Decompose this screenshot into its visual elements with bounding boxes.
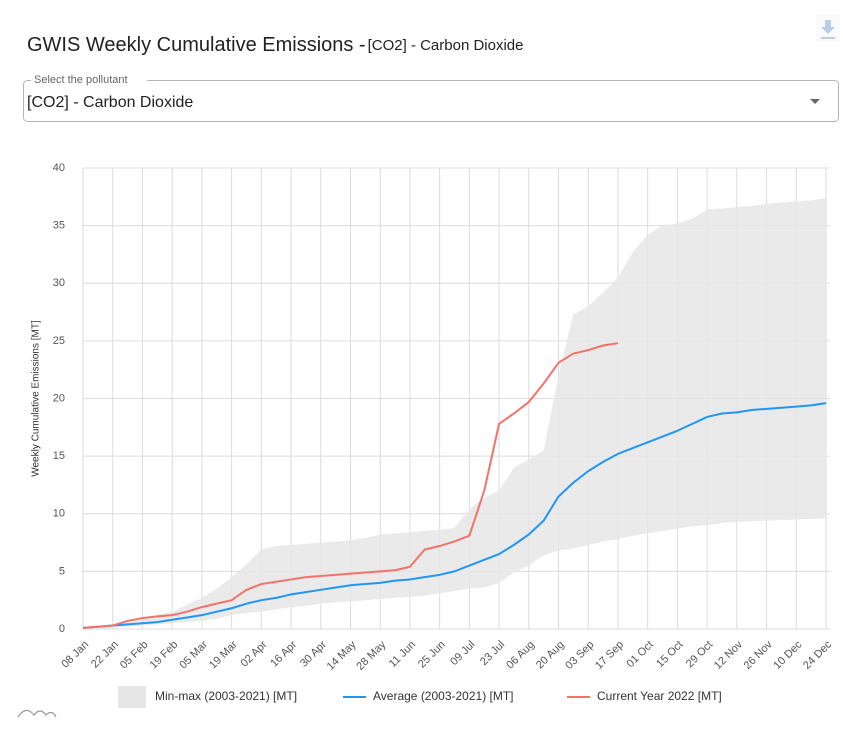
x-tick-label: 03 Sep	[563, 639, 596, 672]
select-label-bg	[31, 74, 147, 86]
y-tick-label: 5	[59, 565, 65, 577]
y-tick-label: 40	[53, 162, 65, 174]
y-tick-label: 15	[53, 450, 65, 462]
x-tick-label: 25 Jun	[416, 639, 448, 671]
x-tick-label: 08 Jan	[59, 639, 91, 671]
legend-swatch	[118, 686, 146, 708]
y-tick-label: 20	[53, 392, 65, 404]
logo	[17, 709, 57, 718]
y-tick-label: 0	[59, 623, 65, 635]
y-axis-label: Weekly Cumulative Emissions [MT]	[31, 320, 42, 477]
x-tick-label: 02 Apr	[239, 638, 270, 669]
download-button[interactable]	[816, 14, 840, 42]
x-tick-label: 14 May	[325, 638, 359, 672]
legend-label: Min-max (2003-2021) [MT]	[155, 689, 297, 703]
x-tick-label: 09 Jul	[448, 639, 477, 668]
select-label: Select the pollutant	[34, 74, 128, 86]
title-main: GWIS Weekly Cumulative Emissions -	[27, 34, 366, 56]
x-tick-label: 06 Aug	[504, 639, 537, 672]
select[interactable]: Select the pollutant [CO2] - Carbon Diox…	[23, 74, 839, 122]
y-tick-label: 25	[53, 335, 65, 347]
title: GWIS Weekly Cumulative Emissions - [CO2] …	[27, 34, 524, 56]
legend-label: Average (2003-2021) [MT]	[373, 689, 514, 703]
x-tick-label: 05 Feb	[118, 639, 151, 672]
y-tick-label: 10	[53, 508, 65, 520]
x-tick-label: 01 Oct	[624, 639, 655, 670]
legend-label: Current Year 2022 [MT]	[597, 689, 722, 703]
download-icon[interactable]	[821, 20, 835, 39]
x-tick-label: 22 Jan	[89, 639, 121, 671]
select-arrow[interactable]	[810, 99, 820, 104]
select-value[interactable]: [CO2] - Carbon Dioxide	[27, 94, 193, 111]
x-tick-label: 24 Dec	[801, 638, 834, 671]
y-tick-label: 35	[53, 220, 65, 232]
x-tick-label: 16 Apr	[268, 638, 299, 669]
range-area	[83, 197, 826, 629]
x-tick-label: 15 Oct	[654, 639, 685, 670]
x-tick-label: 28 May	[354, 638, 388, 672]
x-tick-label: 26 Nov	[742, 638, 775, 671]
x-tick-label: 05 Mar	[177, 638, 210, 671]
x-tick-label: 23 Jul	[478, 639, 507, 668]
line	[82, 402, 827, 629]
x-tick-label: 17 Sep	[593, 639, 626, 672]
y-tick-label: 30	[53, 277, 65, 289]
x-tick-label: 10 Dec	[771, 638, 804, 671]
x-tick-label: 20 Aug	[534, 639, 567, 672]
x-tick-label: 19 Mar	[207, 638, 240, 671]
line	[82, 342, 619, 629]
x-tick-label: 11 Jun	[387, 639, 418, 670]
select-box[interactable]	[23, 80, 839, 122]
x-tick-label: 29 Oct	[684, 639, 715, 670]
x-tick-label: 12 Nov	[712, 638, 745, 671]
x-tick-label: 19 Feb	[148, 639, 181, 672]
title-sub: [CO2] - Carbon Dioxide	[368, 37, 524, 54]
